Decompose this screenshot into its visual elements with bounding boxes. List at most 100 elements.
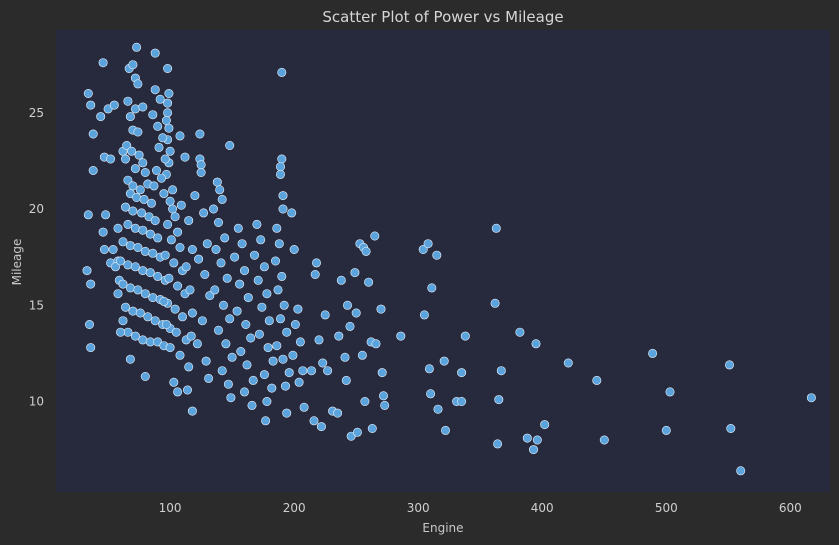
data-point	[204, 373, 214, 383]
data-point	[225, 314, 235, 324]
data-point	[661, 425, 671, 435]
x-tick-label: 300	[407, 501, 430, 515]
x-tick-label: 100	[159, 501, 182, 515]
data-point	[163, 98, 173, 108]
y-tick-label: 15	[29, 298, 44, 312]
plot-area	[56, 30, 830, 492]
data-point	[122, 141, 132, 151]
data-point	[345, 321, 355, 331]
data-point	[96, 112, 106, 122]
data-point	[196, 160, 206, 170]
data-point	[294, 377, 304, 387]
data-point	[340, 352, 350, 362]
data-point	[256, 235, 266, 245]
data-point	[166, 235, 176, 245]
data-point	[592, 375, 602, 385]
data-point	[147, 198, 157, 208]
data-point	[205, 291, 215, 301]
data-point	[194, 254, 204, 264]
data-point	[164, 123, 174, 133]
data-point	[98, 227, 108, 237]
data-point	[253, 275, 263, 285]
data-point	[364, 277, 374, 287]
data-point	[342, 300, 352, 310]
data-point	[123, 219, 133, 229]
data-point	[225, 141, 235, 151]
data-point	[133, 285, 143, 295]
data-point	[196, 168, 206, 178]
data-point	[184, 216, 194, 226]
data-point	[190, 191, 200, 201]
data-point	[137, 208, 147, 218]
data-point	[270, 256, 280, 266]
data-point	[232, 306, 242, 316]
data-point	[440, 425, 450, 435]
data-point	[153, 233, 163, 243]
data-point	[145, 268, 155, 278]
data-point	[139, 194, 149, 204]
data-point	[357, 350, 367, 360]
data-point	[155, 94, 165, 104]
data-point	[490, 298, 500, 308]
data-point	[159, 189, 169, 199]
data-point	[350, 268, 360, 278]
data-point	[192, 339, 202, 349]
data-point	[282, 408, 292, 418]
data-point	[158, 133, 168, 143]
data-point	[127, 146, 137, 156]
data-point	[113, 223, 123, 233]
data-point	[277, 154, 287, 164]
data-point	[264, 316, 274, 326]
data-point	[221, 339, 231, 349]
data-point	[173, 227, 183, 237]
data-point	[181, 262, 191, 272]
data-point	[275, 162, 285, 172]
data-point	[491, 223, 501, 233]
data-point	[272, 341, 282, 351]
data-point	[280, 381, 290, 391]
data-point	[396, 331, 406, 341]
data-point	[123, 96, 133, 106]
x-tick-labels: 100 200 300 400 500 600	[159, 501, 802, 515]
data-point	[316, 422, 326, 432]
data-point	[268, 356, 278, 366]
data-point	[153, 121, 163, 131]
data-point	[150, 85, 160, 95]
data-point	[257, 302, 267, 312]
data-point	[145, 229, 155, 239]
data-point	[113, 289, 123, 299]
data-point	[540, 420, 550, 430]
data-point	[243, 293, 253, 303]
data-point	[111, 262, 121, 272]
data-point	[140, 289, 150, 299]
data-point	[314, 335, 324, 345]
data-point	[273, 285, 283, 295]
data-point	[227, 352, 237, 362]
data-point	[352, 427, 362, 437]
data-point	[309, 416, 319, 426]
data-point	[168, 204, 178, 214]
data-point	[176, 200, 186, 210]
data-point	[133, 243, 143, 253]
data-point	[178, 312, 188, 322]
data-point	[212, 177, 222, 187]
data-point	[118, 279, 128, 289]
data-point	[298, 366, 308, 376]
data-point	[133, 127, 143, 137]
data-point	[140, 246, 150, 256]
data-point	[125, 354, 135, 364]
data-point	[161, 116, 171, 126]
data-point	[261, 416, 271, 426]
data-point	[320, 310, 330, 320]
data-point	[199, 208, 209, 218]
data-point	[528, 445, 538, 455]
data-point	[132, 193, 142, 203]
data-point	[295, 337, 305, 347]
data-point	[163, 64, 173, 74]
data-point	[150, 316, 160, 326]
data-point	[736, 466, 746, 476]
data-point	[128, 306, 138, 316]
x-tick-label: 500	[655, 501, 678, 515]
data-point	[248, 375, 258, 385]
